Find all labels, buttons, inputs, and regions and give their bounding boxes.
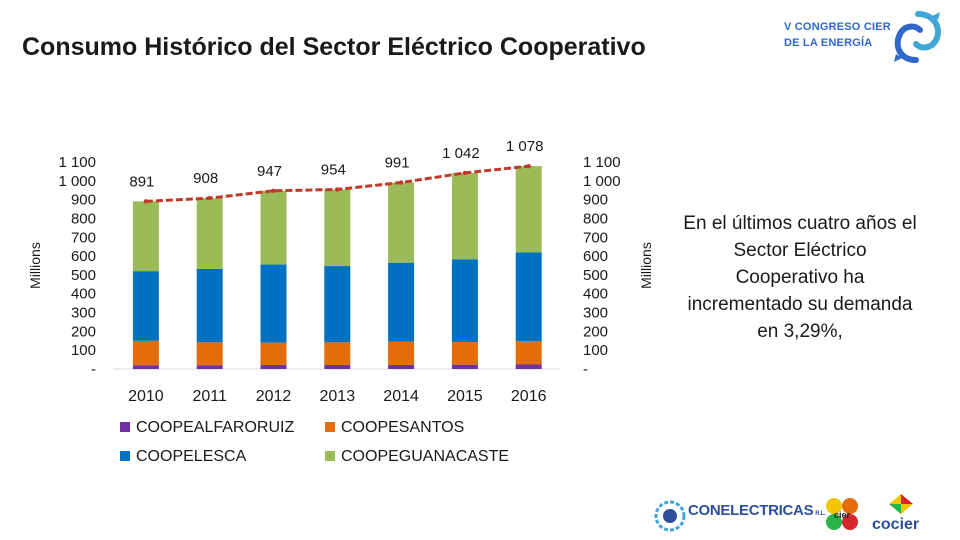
legend-label: COOPELESCA: [136, 448, 247, 465]
total-data-label: 954: [321, 161, 346, 178]
x-tick-label: 2010: [128, 388, 164, 405]
y-tick-label: -: [91, 361, 96, 378]
bar-segment: [515, 364, 542, 369]
bar-segment: [196, 268, 223, 343]
y-tick-label: 700: [71, 229, 96, 246]
total-data-label: 1 042: [442, 145, 480, 162]
x-tick-label: 2014: [383, 388, 419, 405]
total-point: [207, 195, 212, 201]
y-tick-label: 900: [71, 192, 96, 209]
cocier-emblem-icon: [889, 494, 913, 514]
y2-tick-label: 1 100: [583, 154, 621, 171]
y2-tick-label: 600: [583, 248, 608, 265]
bar-segment: [451, 172, 478, 260]
bar-segment: [132, 201, 159, 272]
bar-segment: [260, 342, 287, 365]
bar-segment: [132, 271, 159, 341]
bar-segment: [515, 166, 542, 253]
total-point: [335, 187, 340, 192]
y-tick-label: 500: [71, 267, 96, 284]
bar-segment: [515, 252, 542, 341]
bar-segment: [132, 365, 159, 369]
slide-title: Consumo Histórico del Sector Eléctrico C…: [22, 33, 646, 61]
bar-segment: [388, 182, 415, 263]
total-data-label: 891: [129, 173, 154, 190]
y2-tick-label: 500: [583, 267, 608, 284]
bar-segment: [324, 342, 351, 365]
total-point: [271, 188, 276, 193]
bar-segment: [451, 342, 478, 365]
y2-tick-label: 900: [583, 192, 608, 209]
total-data-label: 908: [193, 170, 218, 187]
y2-tick-label: -: [583, 361, 588, 378]
y2-tick-label: 700: [583, 229, 608, 246]
congreso-cier-logo: V CONGRESO CIER DE LA ENERGÍA: [780, 8, 950, 66]
sponsor-logos: CONELECTRICAS R.L. cier cocier: [650, 490, 950, 540]
total-data-label: 991: [385, 155, 410, 172]
legend-swatch: [325, 451, 335, 461]
bar-segment: [260, 264, 287, 343]
legend-label: COOPEALFARORUIZ: [136, 419, 294, 436]
total-point: [143, 199, 149, 204]
x-tick-label: 2016: [511, 388, 547, 405]
y-tick-label: 300: [71, 305, 96, 322]
legend-label: COOPEGUANACASTE: [341, 448, 509, 465]
conelectricas-logo: CONELECTRICAS R.L.: [688, 502, 826, 519]
total-point: [462, 170, 468, 176]
y-tick-label: 100: [71, 342, 96, 359]
y2-tick-label: 300: [583, 305, 608, 322]
x-tick-label: 2013: [320, 388, 356, 405]
bar-segment: [260, 190, 287, 265]
bar-segment: [451, 259, 478, 343]
total-point: [398, 180, 404, 185]
bar-segment: [324, 364, 351, 369]
y2-tick-label: 800: [583, 210, 608, 227]
total-data-label: 947: [257, 163, 282, 180]
y-tick-label: 600: [71, 248, 96, 265]
bar-segment: [451, 364, 478, 369]
swirl-icon: [894, 11, 941, 63]
x-tick-label: 2011: [192, 388, 227, 405]
y2-tick-label: 200: [583, 323, 608, 340]
y2-tick-label: 400: [583, 286, 608, 303]
y-axis-title: Millions: [27, 242, 43, 289]
side-commentary: En el últimos cuatro años el Sector Eléc…: [683, 213, 917, 342]
conelectricas-name: CONELECTRICAS: [688, 502, 814, 519]
y-tick-label: 200: [71, 323, 96, 340]
cier-mark-text: cier: [834, 510, 851, 520]
logo-line-2: DE LA ENERGÍA: [784, 37, 873, 49]
y2-tick-label: 1 000: [583, 173, 621, 190]
bar-segment: [196, 365, 223, 369]
bar-segment: [260, 364, 287, 369]
bar-segment: [196, 342, 223, 366]
y2-axis-title: Millions: [638, 242, 654, 289]
legend-swatch: [120, 451, 130, 461]
legend-swatch: [120, 422, 130, 432]
bar-segment: [196, 198, 223, 269]
cocier-logo: cocier: [872, 516, 920, 533]
conelectricas-emblem-icon: [654, 500, 686, 532]
y2-tick-label: 100: [583, 342, 608, 359]
y-tick-label: 400: [71, 286, 96, 303]
y-tick-label: 800: [71, 210, 96, 227]
bar-segment: [388, 364, 415, 369]
bar-segment: [388, 262, 415, 342]
bar-segment: [324, 189, 351, 267]
conelectricas-suffix: R.L.: [815, 511, 826, 517]
bar-segment: [324, 266, 351, 343]
bar-segment: [515, 340, 542, 365]
bar-segment: [132, 340, 159, 366]
legend-label: COOPESANTOS: [341, 419, 464, 436]
x-tick-label: 2015: [447, 388, 483, 405]
cier-logo-icon: cier: [826, 498, 858, 530]
total-point: [526, 163, 531, 169]
y-tick-label: 1 100: [58, 154, 96, 171]
y-tick-label: 1 000: [58, 173, 96, 190]
x-tick-label: 2012: [256, 388, 292, 405]
total-data-label: 1 078: [506, 138, 544, 155]
logo-line-1: V CONGRESO CIER: [784, 21, 891, 33]
legend-swatch: [325, 422, 335, 432]
bar-segment: [388, 341, 415, 365]
